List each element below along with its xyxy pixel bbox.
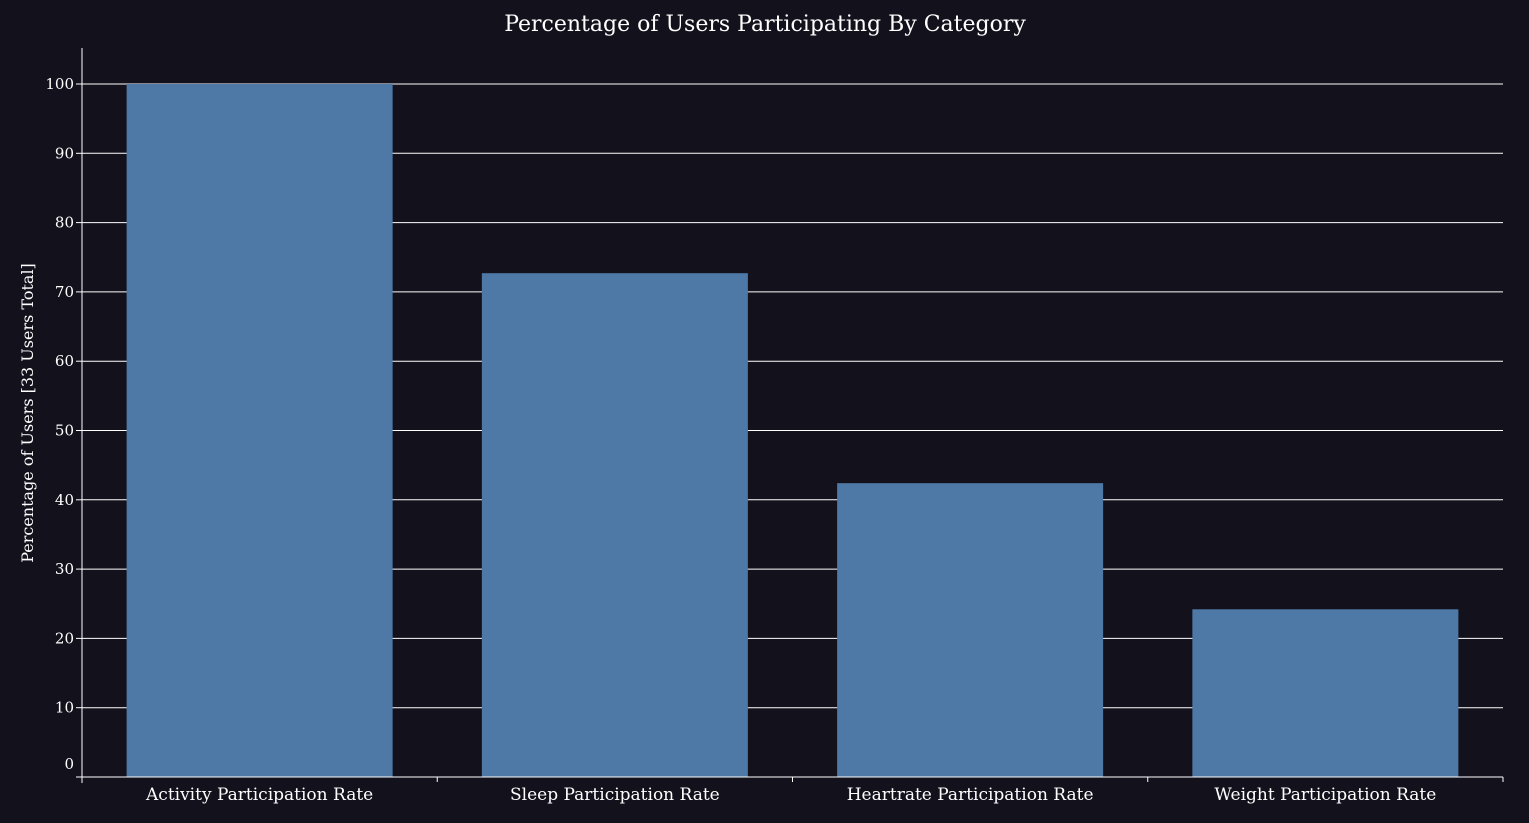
y-tick-label: 90 [55,144,74,162]
y-tick-label: 50 [55,422,74,440]
x-tick-label: Sleep Participation Rate [510,785,720,805]
bar-0 [126,84,393,777]
y-tick-label: 40 [55,491,74,509]
x-axis-ticks: Activity Participation Rate Sleep Partici… [81,777,1504,805]
y-tick-label: 70 [55,283,74,301]
bar-2 [837,483,1104,777]
y-tick-label: 80 [55,214,74,232]
y-tick-label: 100 [45,75,74,93]
y-tick-label: 60 [55,352,74,370]
x-tick-label: Weight Participation Rate [1214,785,1436,805]
x-tick-label: Activity Participation Rate [145,785,373,805]
y-tick-label: 10 [55,699,74,717]
y-axis-label: Percentage of Users [33 Users Total] [18,263,37,563]
bars [126,84,1459,777]
y-tick-label: 20 [55,629,74,647]
y-tick-label: 0 [64,755,74,773]
bar-1 [481,273,748,777]
chart-title: Percentage of Users Participating By Cat… [504,12,1026,37]
x-tick-label: Heartrate Participation Rate [847,785,1094,805]
y-tick-label: 30 [55,560,74,578]
bar-3 [1192,609,1459,777]
y-axis-ticks: 0 10 20 30 40 50 60 70 80 90 100 [45,75,82,778]
